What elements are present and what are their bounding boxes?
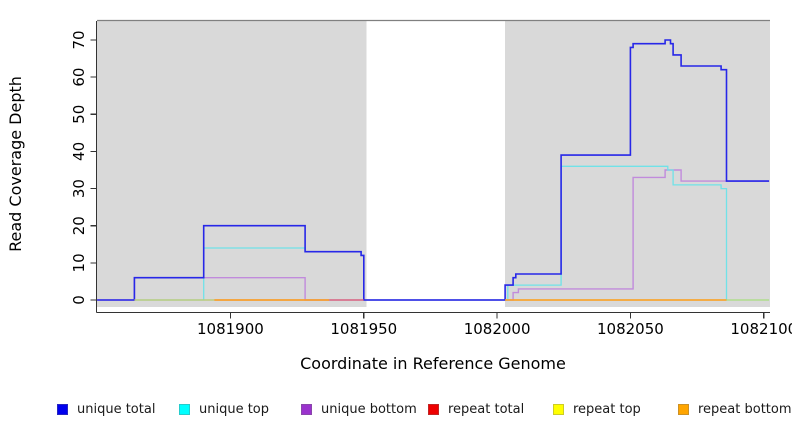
legend-label: unique bottom	[321, 401, 417, 417]
legend-item-repeat-bottom: repeat bottom	[678, 401, 792, 417]
y-tick-label: 50	[70, 105, 88, 124]
legend-label: unique total	[77, 401, 156, 417]
y-tick-label: 70	[70, 30, 88, 49]
legend-swatch	[179, 403, 190, 415]
legend-label: repeat bottom	[698, 401, 792, 417]
y-tick-label: 30	[70, 179, 88, 198]
y-tick-label: 60	[70, 68, 88, 87]
y-tick-label: 0	[70, 295, 88, 305]
x-axis-title: Coordinate in Reference Genome	[300, 354, 566, 373]
legend-swatch	[678, 403, 689, 415]
coverage-plot: 1081900 1081950 1082000 1082050 1082100 0 10 20…	[6, 19, 792, 373]
legend-label: repeat total	[448, 401, 525, 417]
legend-item-repeat-total: repeat total	[428, 401, 525, 417]
highlight-region	[366, 21, 506, 307]
x-tick-label: 1082100	[730, 320, 792, 338]
x-tick-label: 1082000	[464, 320, 531, 338]
x-tick-label: 1082050	[597, 320, 664, 338]
legend-swatch	[553, 403, 564, 415]
legend: unique total unique top unique bottom repea…	[0, 400, 792, 426]
legend-label: unique top	[199, 401, 270, 417]
x-tick-label: 1081950	[330, 320, 397, 338]
legend-swatch	[301, 403, 312, 415]
legend-item-unique-total: unique total	[57, 401, 156, 417]
legend-item-unique-bottom: unique bottom	[301, 401, 417, 417]
y-tick-label: 20	[70, 216, 88, 235]
legend-swatch	[428, 403, 439, 415]
y-tick-label: 10	[70, 253, 88, 272]
legend-label: repeat top	[573, 401, 641, 417]
legend-item-repeat-top: repeat top	[553, 401, 641, 417]
y-axis-title: Read Coverage Depth	[6, 76, 25, 252]
legend-item-unique-top: unique top	[179, 401, 270, 417]
legend-swatch	[57, 403, 68, 415]
y-tick-label: 40	[70, 142, 88, 161]
x-tick-label: 1081900	[197, 320, 264, 338]
series-line-unique-total	[97, 39, 770, 301]
